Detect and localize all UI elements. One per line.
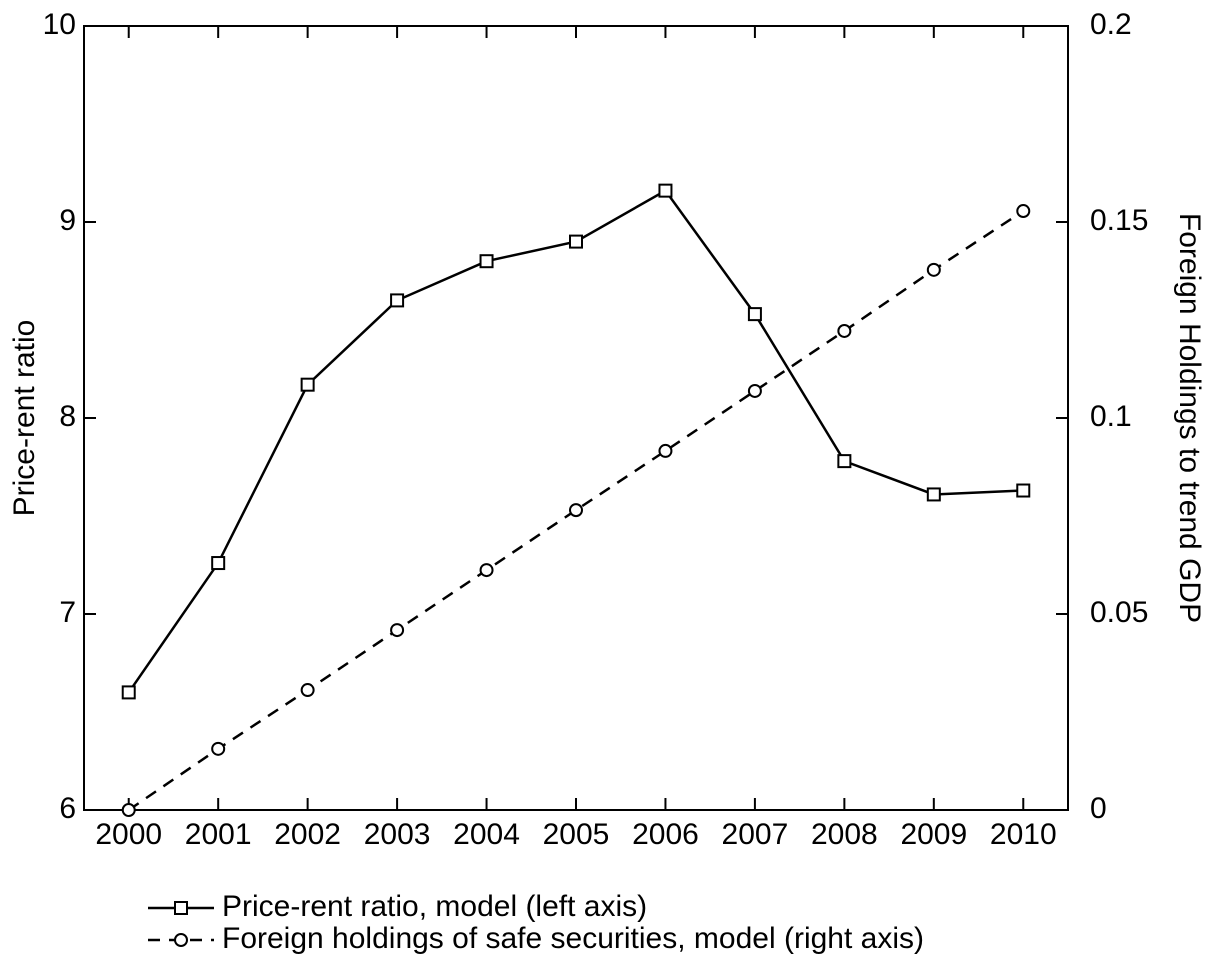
- marker: [926, 262, 941, 277]
- marker: [569, 503, 583, 518]
- y-tick-label: 7: [59, 596, 76, 629]
- marker: [569, 234, 583, 249]
- marker: [747, 383, 762, 398]
- marker: [479, 563, 494, 578]
- y-tick-label: 9: [59, 204, 76, 237]
- legend-label: Foreign holdings of safe securities, mod…: [222, 922, 924, 955]
- x-tick-label: 2010: [990, 818, 1057, 851]
- x-tick-label: 2001: [185, 818, 252, 851]
- marker: [658, 443, 673, 458]
- y-tick-label: 10: [43, 8, 76, 41]
- y2-tick-label: 0.15: [1090, 204, 1148, 237]
- marker: [390, 293, 405, 308]
- x-tick-label: 2002: [274, 818, 341, 851]
- marker: [121, 803, 136, 817]
- marker: [926, 487, 941, 502]
- marker: [658, 183, 673, 198]
- x-tick-label: 2006: [632, 818, 699, 851]
- plot-frame: [83, 25, 1069, 811]
- y2-tick-label: 0.2: [1090, 8, 1132, 41]
- y-tick-label: 6: [59, 792, 76, 825]
- marker: [837, 323, 852, 338]
- marker: [300, 683, 315, 698]
- marker: [211, 556, 226, 571]
- x-tick-label: 2004: [453, 818, 520, 851]
- y2-tick-label: 0: [1090, 792, 1107, 825]
- x-tick-label: 2007: [722, 818, 789, 851]
- marker: [837, 454, 852, 469]
- x-tick-label: 2008: [811, 818, 878, 851]
- y2-axis-label: Foreign Holdings to trend GDP: [1173, 213, 1206, 623]
- marker: [479, 254, 494, 269]
- series-line: [128, 209, 1024, 812]
- legend-marker: [174, 901, 188, 915]
- marker: [390, 623, 405, 638]
- y2-tick-label: 0.1: [1090, 400, 1132, 433]
- y-tick-label: 8: [59, 400, 76, 433]
- series-line: [127, 188, 1024, 694]
- marker: [300, 377, 315, 392]
- x-tick-label: 2003: [364, 818, 431, 851]
- x-tick-label: 2009: [900, 818, 967, 851]
- x-tick-label: 2005: [543, 818, 610, 851]
- legend-label: Price-rent ratio, model (left axis): [222, 890, 647, 923]
- y-axis-label: Price-rent ratio: [8, 320, 41, 517]
- marker: [1016, 483, 1031, 498]
- marker: [211, 741, 226, 756]
- x-tick-label: 2000: [95, 818, 162, 851]
- y2-tick-label: 0.05: [1090, 596, 1148, 629]
- marker: [747, 307, 762, 322]
- legend-marker: [174, 933, 188, 947]
- marker: [1016, 204, 1031, 219]
- marker: [121, 685, 136, 700]
